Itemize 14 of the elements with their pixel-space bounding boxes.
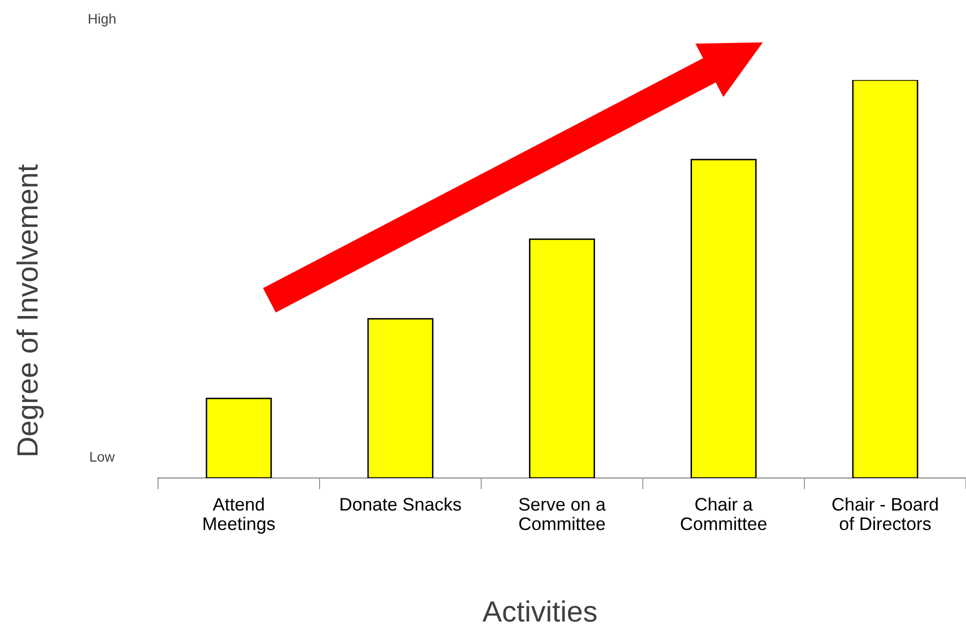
bar bbox=[528, 238, 596, 478]
x-tick-label: Chair - Board of Directors bbox=[832, 497, 938, 530]
x-axis-title: Activities bbox=[482, 600, 596, 622]
x-tick-label: Serve on a Committee bbox=[519, 498, 606, 530]
text: High bbox=[88, 14, 116, 26]
x-tick-label: Chair a Committee bbox=[680, 497, 766, 530]
bar bbox=[367, 318, 434, 478]
x-tick-label: Donate Snacks bbox=[340, 497, 461, 511]
bar bbox=[690, 158, 757, 478]
y-axis-title: Degree of Involvement bbox=[16, 164, 44, 456]
bar bbox=[206, 398, 272, 478]
x-tick-label: Attend Meetings bbox=[204, 497, 275, 534]
text: Low bbox=[90, 452, 115, 462]
bar bbox=[852, 80, 918, 478]
